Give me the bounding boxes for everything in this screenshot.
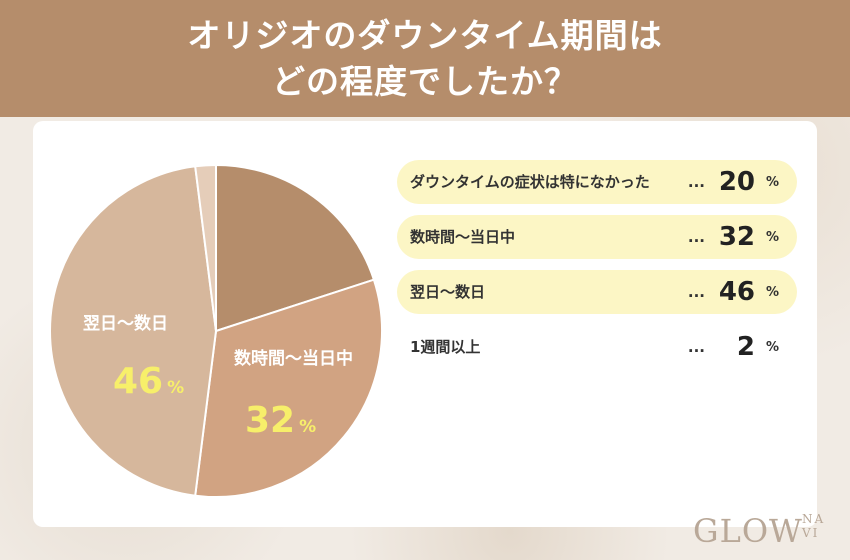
legend-unit: % xyxy=(765,230,779,245)
legend-label: 数時間〜当日中 xyxy=(410,228,516,246)
logo-sub-bottom: VI xyxy=(802,526,820,540)
legend-label: ダウンタイムの症状は特になかった xyxy=(410,173,650,191)
pie-slice-0 xyxy=(215,163,376,333)
legend-label: 1週間以上 xyxy=(410,338,481,356)
legend-dots: ... xyxy=(687,228,705,246)
pie-slice-3 xyxy=(194,163,217,332)
pie-slice-1 xyxy=(194,278,383,498)
pie-label-value: 46% xyxy=(113,361,184,402)
pie-label-value: 32% xyxy=(245,400,316,441)
legend-unit: % xyxy=(765,340,779,355)
glow-navi-logo: GLOW NA VI xyxy=(693,512,833,552)
legend-dots: ... xyxy=(687,283,705,301)
legend: ダウンタイムの症状は特になかった ... 20 % 数時間〜当日中 ... 32… xyxy=(397,160,797,380)
legend-unit: % xyxy=(765,175,779,190)
pie-slice-2 xyxy=(49,165,218,497)
legend-dots: ... xyxy=(687,173,705,191)
legend-value: 46 xyxy=(718,277,755,307)
pie-label-text: 数時間〜当日中 xyxy=(234,348,353,369)
legend-row-week: 1週間以上 ... 2 % xyxy=(397,325,797,369)
legend-row-same-day: 数時間〜当日中 ... 32 % xyxy=(397,215,797,259)
legend-value: 32 xyxy=(718,222,755,252)
legend-dots: ... xyxy=(687,338,705,356)
pie-label-text: 翌日〜数日 xyxy=(83,313,168,334)
logo-main: GLOW xyxy=(693,512,803,550)
logo-sub-top: NA xyxy=(802,512,826,526)
legend-value: 20 xyxy=(718,167,755,197)
title-line-2: どの程度でしたか？ xyxy=(272,61,578,101)
legend-unit: % xyxy=(765,285,779,300)
header-banner: オリジオのダウンタイム期間は どの程度でしたか？ xyxy=(0,0,850,117)
logo-sub: NA VI xyxy=(802,512,825,540)
legend-row-none: ダウンタイムの症状は特になかった ... 20 % xyxy=(397,160,797,204)
legend-row-few-days: 翌日〜数日 ... 46 % xyxy=(397,270,797,314)
title-line-1: オリジオのダウンタイム期間は xyxy=(187,15,663,55)
legend-label: 翌日〜数日 xyxy=(410,283,486,301)
legend-value: 2 xyxy=(736,332,755,362)
